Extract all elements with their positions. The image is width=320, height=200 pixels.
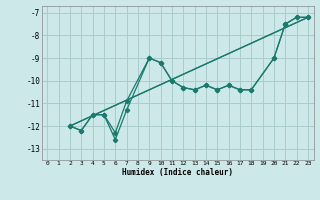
X-axis label: Humidex (Indice chaleur): Humidex (Indice chaleur) <box>122 168 233 177</box>
